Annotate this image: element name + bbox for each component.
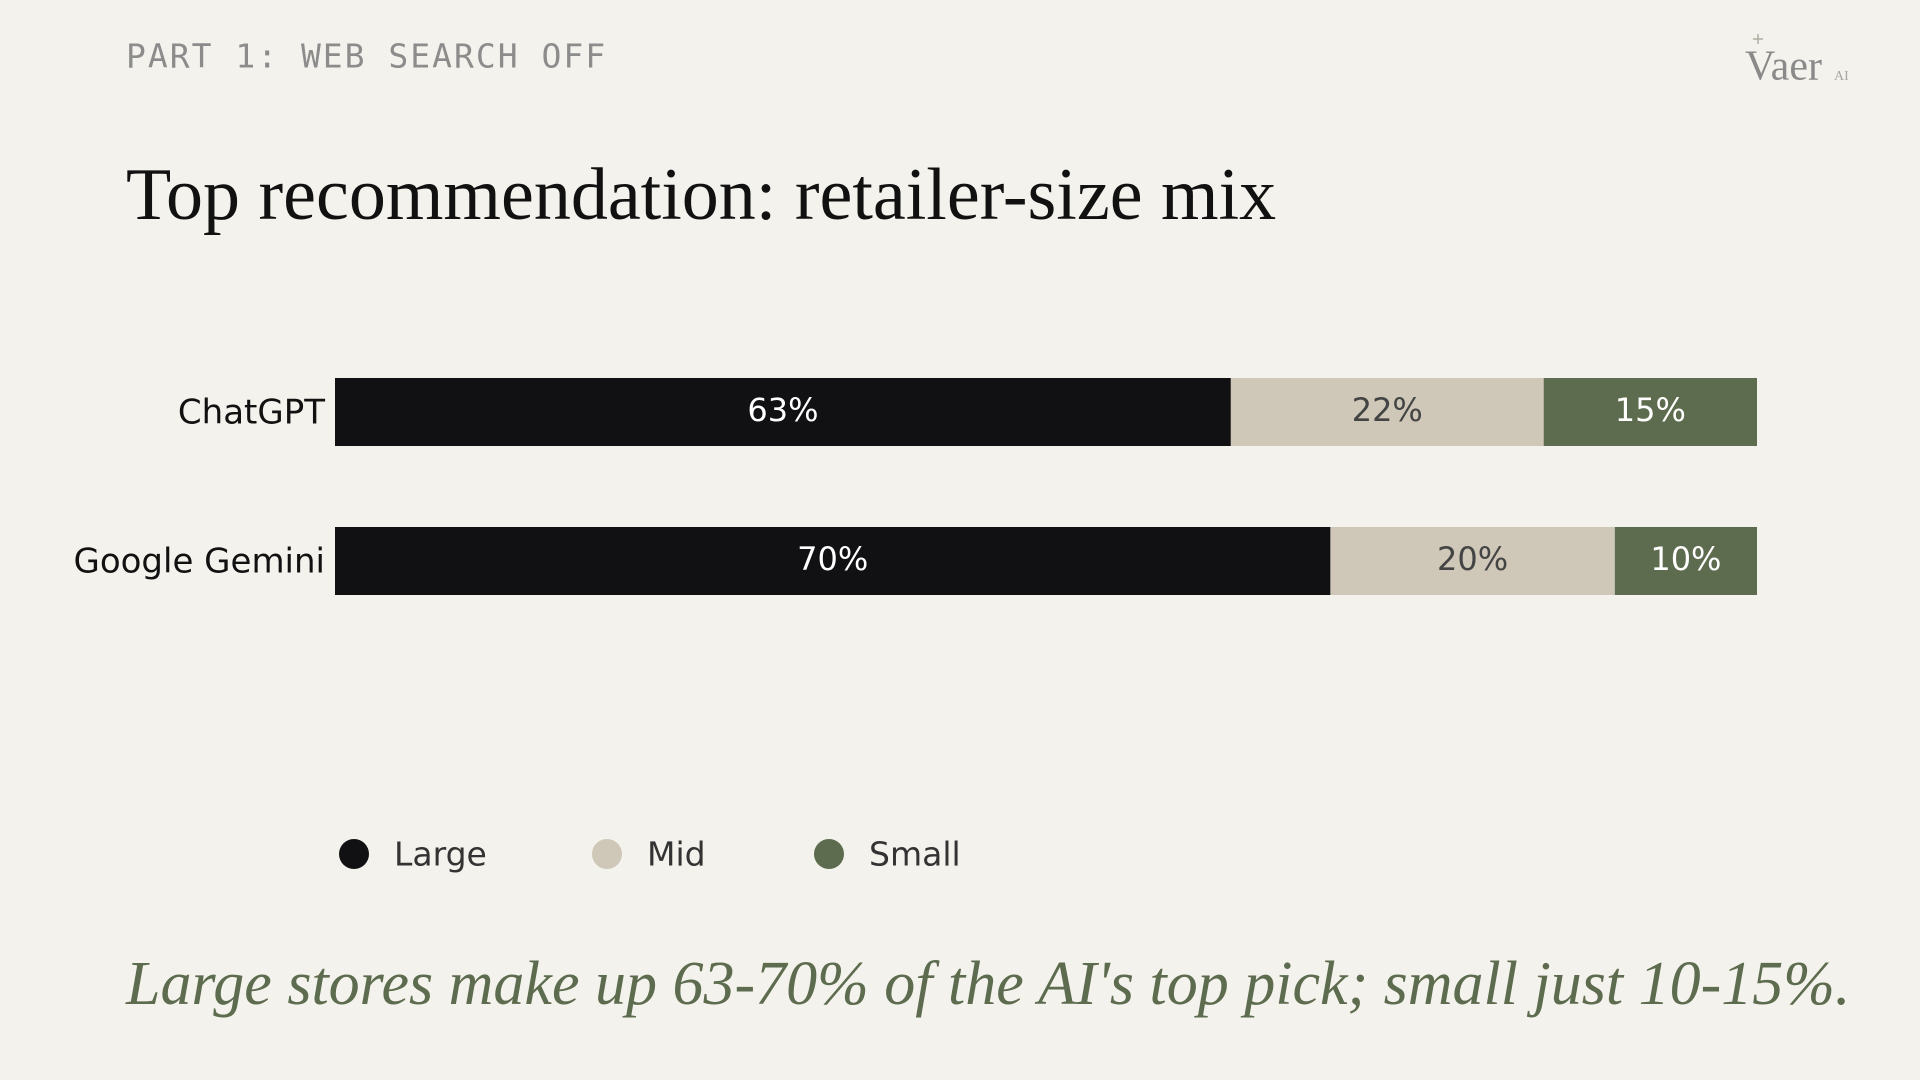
logo: Vaer: [1745, 44, 1822, 90]
legend-swatch: [814, 839, 844, 869]
value-label: 70%: [797, 540, 868, 578]
value-label: 63%: [747, 391, 818, 429]
bar-segment: [335, 527, 1331, 595]
supertitle: PART 1: WEB SEARCH OFF: [126, 37, 607, 76]
category-label: ChatGPT: [178, 393, 325, 433]
logo-plus: [1753, 34, 1763, 44]
value-label: 15%: [1615, 391, 1686, 429]
bar-segment: [1230, 378, 1544, 446]
caption: Large stores make up 63-70% of the AI's …: [125, 950, 1850, 1018]
legend-label: Mid: [647, 835, 706, 874]
value-label: 20%: [1437, 540, 1508, 578]
legend-swatch: [592, 839, 622, 869]
logo-badge: AI: [1834, 69, 1849, 84]
legend-label: Small: [869, 835, 961, 874]
bar-segment: [1330, 527, 1615, 595]
legend-swatch: [339, 839, 369, 869]
bar-segment: [1614, 527, 1757, 595]
bar-segment: [335, 378, 1231, 446]
legend-label: Large: [394, 835, 487, 874]
chart-title: Top recommendation: retailer-size mix: [126, 154, 1276, 236]
category-label: Google Gemini: [73, 542, 325, 582]
bar-segment: [1543, 378, 1757, 446]
value-label: 10%: [1650, 540, 1721, 578]
value-label: 22%: [1352, 391, 1423, 429]
